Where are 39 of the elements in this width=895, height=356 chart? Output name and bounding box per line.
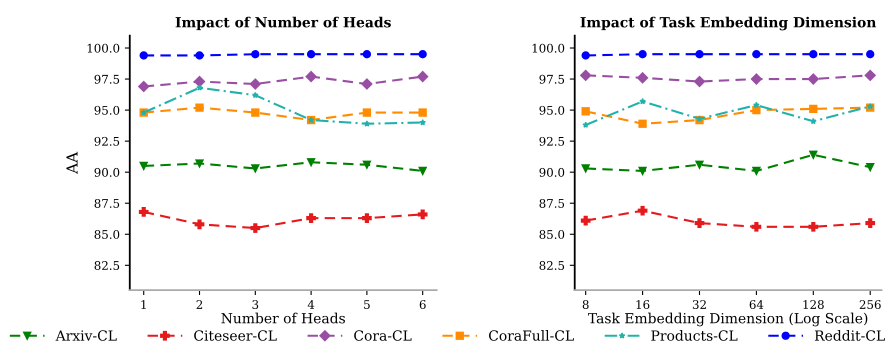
chart-title: Impact of Number of Heads (176, 16, 391, 30)
x-tick-label: 2 (196, 300, 202, 309)
x-tick-label: 16 (636, 300, 650, 309)
y-tick-label: 82.5 (540, 261, 564, 270)
y-tick-label: 97.5 (94, 74, 120, 84)
x-tick-label: 4 (308, 300, 314, 309)
legend-label: Reddit-CL (814, 330, 885, 341)
legend-label: Arxiv-CL (56, 330, 117, 341)
y-tick-label: 92.5 (539, 136, 564, 146)
legend-label: Products-CL (651, 330, 738, 341)
y-tick-label: 92.5 (94, 136, 120, 146)
x-tick-label: 128 (803, 300, 824, 309)
x-tick-label: 8 (582, 300, 589, 309)
x-axis-title: Number of Heads (221, 312, 345, 324)
y-tick-label: 95.0 (539, 106, 564, 115)
y-tick-label: 100.0 (532, 44, 564, 53)
x-tick-label: 6 (420, 300, 426, 309)
y-tick-label: 95.0 (94, 106, 120, 115)
x-axis-title: Task Embedding Dimension (Log Scale) (588, 312, 868, 326)
y-tick-label: 100.0 (88, 44, 120, 53)
x-tick-label: 64 (750, 300, 764, 309)
y-tick-label: 82.5 (94, 261, 120, 270)
legend-label: CoraFull-CL (489, 330, 574, 341)
y-tick-label: 87.5 (94, 198, 120, 208)
legend-label: Citeseer-CL (194, 330, 277, 341)
y-tick-label: 90.0 (539, 168, 564, 177)
x-tick-label: 1 (141, 300, 146, 309)
x-tick-label: 256 (860, 300, 881, 309)
y-tick-label: 90.0 (94, 168, 120, 177)
chart-title: Impact of Task Embedding Dimension (580, 16, 876, 30)
y-axis-title: AA (66, 152, 78, 174)
legend-label: Cora-CL (354, 330, 412, 341)
y-tick-label: 85.0 (540, 230, 564, 239)
y-tick-label: 97.5 (539, 74, 564, 84)
y-tick-label: 87.5 (540, 198, 564, 208)
x-tick-label: 32 (692, 300, 706, 309)
y-tick-label: 85.0 (94, 230, 120, 239)
x-tick-label: 5 (364, 300, 370, 309)
x-tick-label: 3 (252, 300, 258, 309)
